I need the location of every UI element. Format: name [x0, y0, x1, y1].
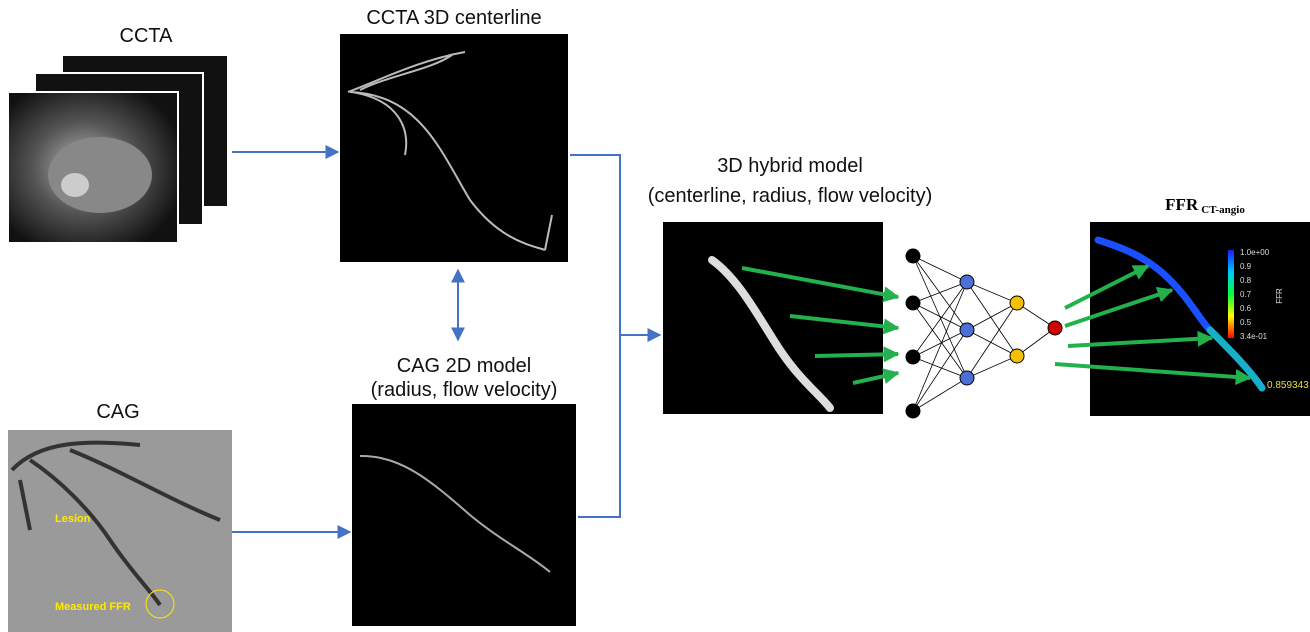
edge	[913, 282, 967, 303]
edge	[913, 303, 967, 378]
edge	[967, 330, 1017, 356]
centerline-title: CCTA 3D centerline	[366, 7, 541, 29]
hybrid-title: 3D hybrid model	[717, 155, 863, 177]
colorbar-tick: 3.4e-01	[1240, 332, 1268, 341]
node	[960, 275, 974, 289]
node	[960, 323, 974, 337]
ffr-value: 0.859343	[1267, 380, 1309, 391]
connector	[570, 155, 620, 517]
lesion-label: Lesion	[55, 513, 91, 525]
node	[1010, 349, 1024, 363]
edge	[913, 378, 967, 411]
cag-model-image	[352, 404, 576, 626]
colorbar-tick: 0.5	[1240, 318, 1252, 327]
node	[960, 371, 974, 385]
node	[906, 404, 920, 418]
edge	[913, 282, 967, 411]
node	[906, 350, 920, 364]
node	[906, 296, 920, 310]
node	[1048, 321, 1062, 335]
colorbar-label: FFR	[1275, 288, 1284, 304]
colorbar-tick: 1.0e+00	[1240, 248, 1270, 257]
neural-network	[906, 249, 1062, 418]
edge	[913, 256, 967, 378]
edge	[913, 256, 967, 282]
hybrid-image	[663, 222, 883, 414]
node	[1010, 296, 1024, 310]
ccta-stack	[8, 55, 228, 243]
colorbar-tick: 0.7	[1240, 290, 1252, 299]
ccta-label: CCTA	[120, 25, 174, 47]
hybrid-subtitle: (centerline, radius, flow velocity)	[648, 185, 933, 207]
edge	[913, 330, 967, 357]
colorbar	[1228, 250, 1234, 338]
cag-model-subtitle: (radius, flow velocity)	[371, 379, 558, 401]
cag-model-title: CAG 2D model	[397, 355, 532, 377]
diagram: CCTA CCTA 3D centerline CAG 2D model (ra…	[0, 0, 1310, 632]
colorbar-tick: 0.8	[1240, 276, 1252, 285]
cag-label: CAG	[96, 401, 139, 423]
colorbar-tick: 0.9	[1240, 262, 1252, 271]
edge	[967, 303, 1017, 330]
node	[906, 249, 920, 263]
edge	[913, 303, 967, 330]
edge	[967, 282, 1017, 356]
colorbar-tick: 0.6	[1240, 304, 1252, 313]
edge	[913, 330, 967, 411]
measured-label: Measured FFR	[55, 601, 131, 613]
centerline-image	[340, 34, 568, 262]
